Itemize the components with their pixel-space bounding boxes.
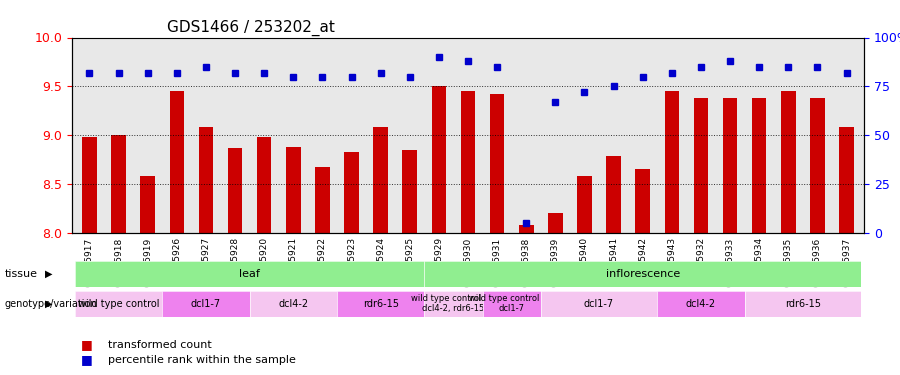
Text: wild type control for
dcl4-2, rdr6-15: wild type control for dcl4-2, rdr6-15	[411, 294, 496, 314]
Bar	[228, 148, 242, 232]
Text: dcl4-2: dcl4-2	[686, 299, 716, 309]
Bar	[664, 91, 680, 232]
Bar	[781, 91, 796, 232]
Bar	[635, 169, 650, 232]
Text: dcl1-7: dcl1-7	[191, 299, 221, 309]
Bar	[490, 94, 504, 232]
Bar	[752, 98, 767, 232]
Bar	[169, 91, 184, 232]
Bar	[607, 156, 621, 232]
Text: ■: ■	[81, 339, 93, 351]
Bar	[112, 135, 126, 232]
Text: transformed count: transformed count	[108, 340, 212, 350]
Text: GDS1466 / 253202_at: GDS1466 / 253202_at	[167, 20, 335, 36]
Bar	[723, 98, 737, 232]
Text: dcl1-7: dcl1-7	[584, 299, 614, 309]
Text: tissue: tissue	[4, 269, 38, 279]
Bar	[839, 127, 854, 232]
Bar	[82, 137, 97, 232]
Bar	[344, 152, 359, 232]
Bar	[402, 150, 417, 232]
Bar	[286, 147, 301, 232]
Text: wild type control for
dcl1-7: wild type control for dcl1-7	[470, 294, 554, 314]
Text: genotype/variation: genotype/variation	[4, 299, 97, 309]
Bar	[461, 91, 475, 232]
Bar	[315, 167, 329, 232]
Text: inflorescence: inflorescence	[606, 269, 680, 279]
Text: leaf: leaf	[239, 269, 260, 279]
Text: percentile rank within the sample: percentile rank within the sample	[108, 355, 296, 365]
Bar	[577, 176, 591, 232]
Text: ■: ■	[81, 354, 93, 366]
Text: dcl4-2: dcl4-2	[278, 299, 309, 309]
Bar	[199, 127, 213, 232]
Bar	[519, 225, 534, 232]
Text: rdr6-15: rdr6-15	[363, 299, 399, 309]
Bar	[140, 176, 155, 232]
Bar	[256, 137, 272, 232]
Bar	[432, 86, 446, 232]
Bar	[810, 98, 824, 232]
Text: ▶: ▶	[45, 299, 52, 309]
Bar	[694, 98, 708, 232]
Bar	[548, 213, 562, 232]
Bar	[374, 127, 388, 232]
Text: ▶: ▶	[45, 269, 52, 279]
Text: rdr6-15: rdr6-15	[785, 299, 821, 309]
Text: wild type control: wild type control	[77, 299, 159, 309]
